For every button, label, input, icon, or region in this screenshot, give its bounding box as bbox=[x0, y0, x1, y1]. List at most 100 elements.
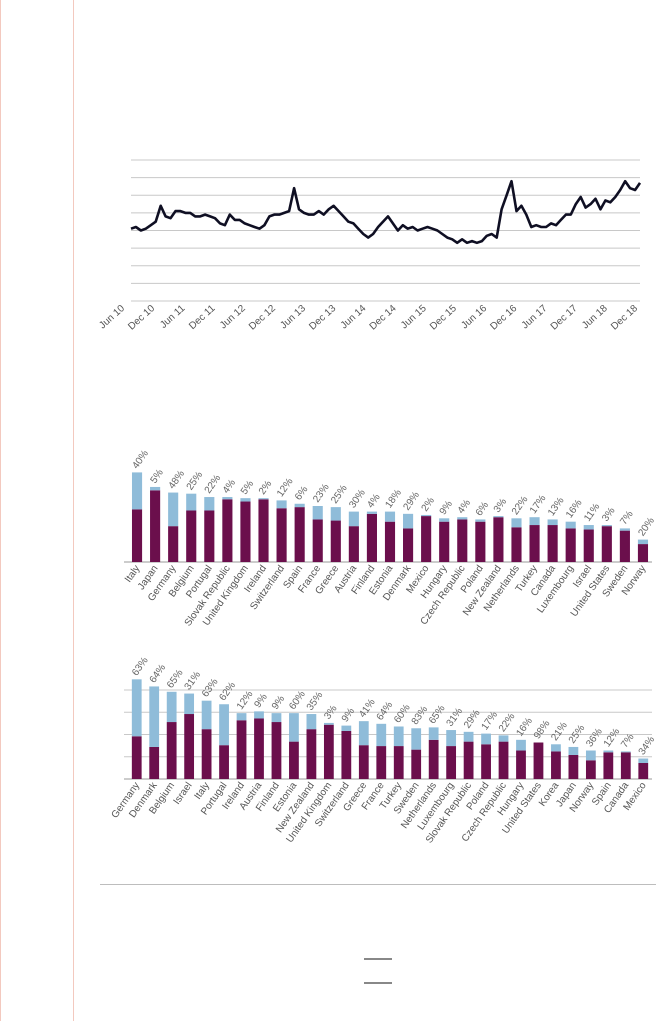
bar-segment-primary bbox=[619, 530, 630, 562]
bar-segment-secondary bbox=[376, 723, 387, 747]
bar-segment-primary bbox=[306, 729, 317, 779]
bar-data-label: 2% bbox=[420, 495, 437, 513]
bar-segment-secondary bbox=[637, 539, 649, 545]
bar-segment-secondary bbox=[603, 750, 614, 753]
bar-segment-secondary bbox=[306, 714, 317, 730]
bar-data-label: 34% bbox=[637, 734, 656, 757]
bar-segment-primary bbox=[276, 508, 287, 562]
bar-segment-primary bbox=[201, 729, 212, 779]
category-label: Israel bbox=[172, 780, 195, 806]
bar-data-label: 20% bbox=[636, 516, 656, 539]
bar-data-label: 64% bbox=[148, 662, 169, 685]
bar-data-label: 7% bbox=[618, 509, 635, 527]
bar-segment-secondary bbox=[568, 746, 579, 755]
bar-segment-secondary bbox=[457, 517, 468, 520]
footer-divider bbox=[100, 884, 656, 885]
bar-data-label: 9% bbox=[252, 692, 269, 710]
x-tick-label: Jun 11 bbox=[158, 303, 187, 331]
bar-segment-primary bbox=[551, 751, 561, 779]
bar-segment-secondary bbox=[358, 721, 369, 746]
bar-segment-secondary bbox=[276, 500, 287, 509]
bar-segment-primary bbox=[186, 510, 197, 562]
bar-data-label: 60% bbox=[287, 689, 308, 712]
bar-chart-lower: 63%Germany64%Denmark65%Belgium31%Israel6… bbox=[110, 655, 656, 845]
bar-segment-primary bbox=[348, 526, 359, 562]
bar-segment-primary bbox=[493, 517, 504, 562]
bar-data-label: 3% bbox=[322, 703, 339, 721]
bar-segment-primary bbox=[358, 745, 369, 779]
bar-segment-primary bbox=[637, 544, 649, 562]
bar-segment-primary bbox=[421, 516, 432, 562]
bar-segment-primary bbox=[511, 527, 522, 562]
bar-segment-primary bbox=[463, 741, 474, 779]
bar-data-label: 22% bbox=[203, 473, 224, 496]
bar-segment-primary bbox=[439, 521, 450, 562]
bar-data-label: 11% bbox=[582, 502, 602, 524]
bar-segment-secondary bbox=[186, 493, 197, 511]
x-tick-label: Jun 14 bbox=[339, 303, 369, 332]
bar-segment-secondary bbox=[493, 516, 504, 518]
bar-data-label: 5% bbox=[149, 467, 166, 485]
bar-segment-secondary bbox=[236, 713, 247, 721]
bar-segment-primary bbox=[428, 739, 439, 779]
bar-data-label: 36% bbox=[584, 726, 605, 749]
bar-segment-primary bbox=[376, 746, 387, 779]
bar-segment-primary bbox=[481, 744, 491, 779]
bar-data-label: 40% bbox=[130, 448, 151, 471]
bar-segment-secondary bbox=[638, 758, 649, 763]
x-tick-label: Dec 13 bbox=[307, 303, 338, 333]
bar-segment-primary bbox=[620, 752, 631, 779]
bar-segment-primary bbox=[529, 525, 540, 562]
bar-data-label: 3% bbox=[600, 506, 617, 524]
bar-data-label: 63% bbox=[130, 655, 151, 678]
bar-segment-primary bbox=[254, 718, 264, 779]
bar-segment-secondary bbox=[403, 513, 414, 529]
bar-segment-secondary bbox=[131, 472, 143, 510]
bar-data-label: 29% bbox=[402, 490, 423, 513]
bar-segment-primary bbox=[131, 736, 142, 779]
bar-segment-secondary bbox=[149, 686, 160, 747]
bar-segment-primary bbox=[341, 730, 352, 779]
bar-segment-primary bbox=[446, 746, 457, 779]
bar-segment-secondary bbox=[131, 679, 142, 737]
bar-segment-secondary bbox=[511, 518, 522, 528]
bar-segment-primary bbox=[323, 724, 334, 779]
x-tick-label: Dec 18 bbox=[609, 303, 640, 333]
bar-chart-upper: 40%Italy5%Japan48%Germany25%Belgium22%Po… bbox=[123, 448, 656, 628]
x-tick-label: Jun 13 bbox=[278, 303, 308, 332]
bar-segment-primary bbox=[166, 722, 177, 779]
bar-data-label: 25% bbox=[329, 483, 350, 506]
bar-data-label: 2% bbox=[257, 479, 274, 497]
bar-segment-primary bbox=[403, 528, 414, 562]
bar-segment-primary bbox=[457, 519, 468, 562]
bar-segment-primary bbox=[583, 529, 594, 562]
bar-segment-secondary bbox=[585, 750, 596, 761]
bar-segment-primary bbox=[601, 526, 612, 562]
bar-segment-secondary bbox=[366, 511, 377, 514]
bar-segment-secondary bbox=[439, 518, 450, 522]
bar-segment-primary bbox=[498, 741, 509, 779]
footer-mark-bottom bbox=[364, 982, 392, 984]
bar-segment-primary bbox=[547, 525, 558, 562]
x-tick-label: Jun 18 bbox=[580, 303, 610, 332]
bar-segment-secondary bbox=[446, 730, 457, 747]
x-tick-label: Dec 12 bbox=[247, 303, 278, 333]
bar-segment-primary bbox=[184, 714, 195, 779]
bar-segment-secondary bbox=[463, 731, 474, 742]
bar-segment-secondary bbox=[481, 733, 491, 745]
bar-segment-primary bbox=[219, 745, 229, 779]
bar-data-label: 9% bbox=[340, 706, 357, 724]
bar-data-label: 30% bbox=[347, 488, 368, 511]
bar-segment-secondary bbox=[583, 525, 594, 530]
bar-data-label: 12% bbox=[602, 726, 623, 749]
bar-data-label: 62% bbox=[218, 680, 239, 703]
bar-segment-primary bbox=[204, 510, 215, 562]
bar-segment-primary bbox=[568, 754, 579, 779]
bar-segment-primary bbox=[271, 722, 282, 779]
bar-data-label: 4% bbox=[456, 498, 473, 516]
bar-segment-primary bbox=[565, 528, 576, 562]
bar-segment-primary bbox=[516, 750, 526, 779]
bar-data-label: 48% bbox=[167, 468, 188, 491]
bar-segment-secondary bbox=[254, 711, 264, 719]
bar-data-label: 22% bbox=[510, 494, 531, 517]
